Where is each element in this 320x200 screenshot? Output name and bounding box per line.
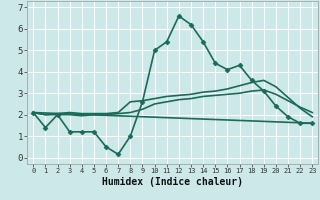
X-axis label: Humidex (Indice chaleur): Humidex (Indice chaleur)	[102, 177, 243, 187]
